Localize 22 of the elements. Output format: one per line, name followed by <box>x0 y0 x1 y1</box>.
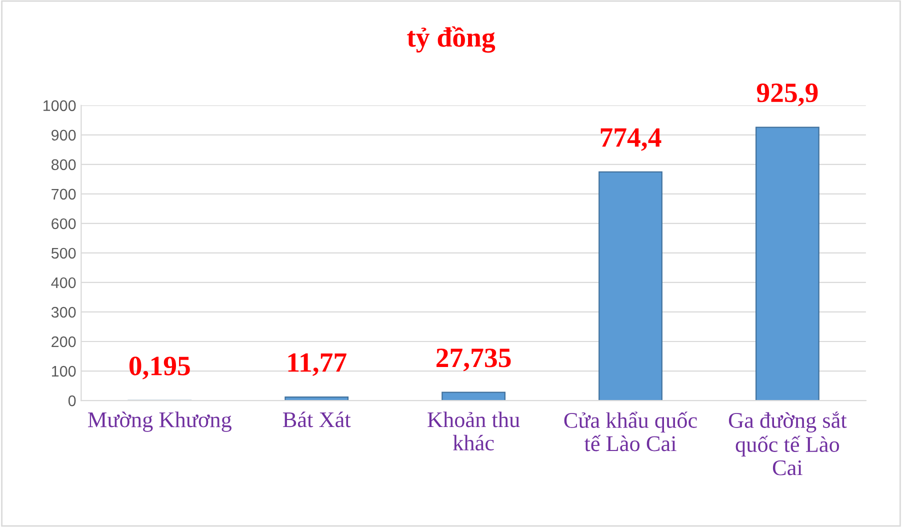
x-tick-label: Cửa khẩu quốc tế Lào Cai <box>564 412 697 452</box>
chart-title: tỷ đồng <box>407 26 496 53</box>
y-tick-label: 700 <box>52 188 76 200</box>
y-tick-label: 200 <box>52 336 76 348</box>
data-label: 925,9 <box>756 84 818 106</box>
data-label: 0,195 <box>129 356 190 380</box>
y-tick-label: 900 <box>52 130 76 141</box>
y-tick-label: 100 <box>52 366 76 377</box>
data-label: 27,735 <box>436 348 511 372</box>
y-tick-label: 1000 <box>44 100 76 112</box>
x-tick-label: Khoản thu khác <box>428 412 520 451</box>
y-tick-label: 600 <box>52 218 76 230</box>
data-label: 774,4 <box>600 128 662 151</box>
data-label: 11,77 <box>288 353 346 376</box>
x-tick-label: Bát Xát <box>282 412 351 428</box>
x-tick-label: Ga đường sắt quốc tế Lào Cai <box>728 412 847 476</box>
y-tick-label: 400 <box>51 277 76 288</box>
y-tick-label: 0 <box>68 395 76 406</box>
y-tick-label: 800 <box>51 159 76 170</box>
y-tick-label: 300 <box>51 306 76 318</box>
x-tick-label: Mường Khương <box>88 412 232 432</box>
y-tick-label: 500 <box>51 248 76 259</box>
